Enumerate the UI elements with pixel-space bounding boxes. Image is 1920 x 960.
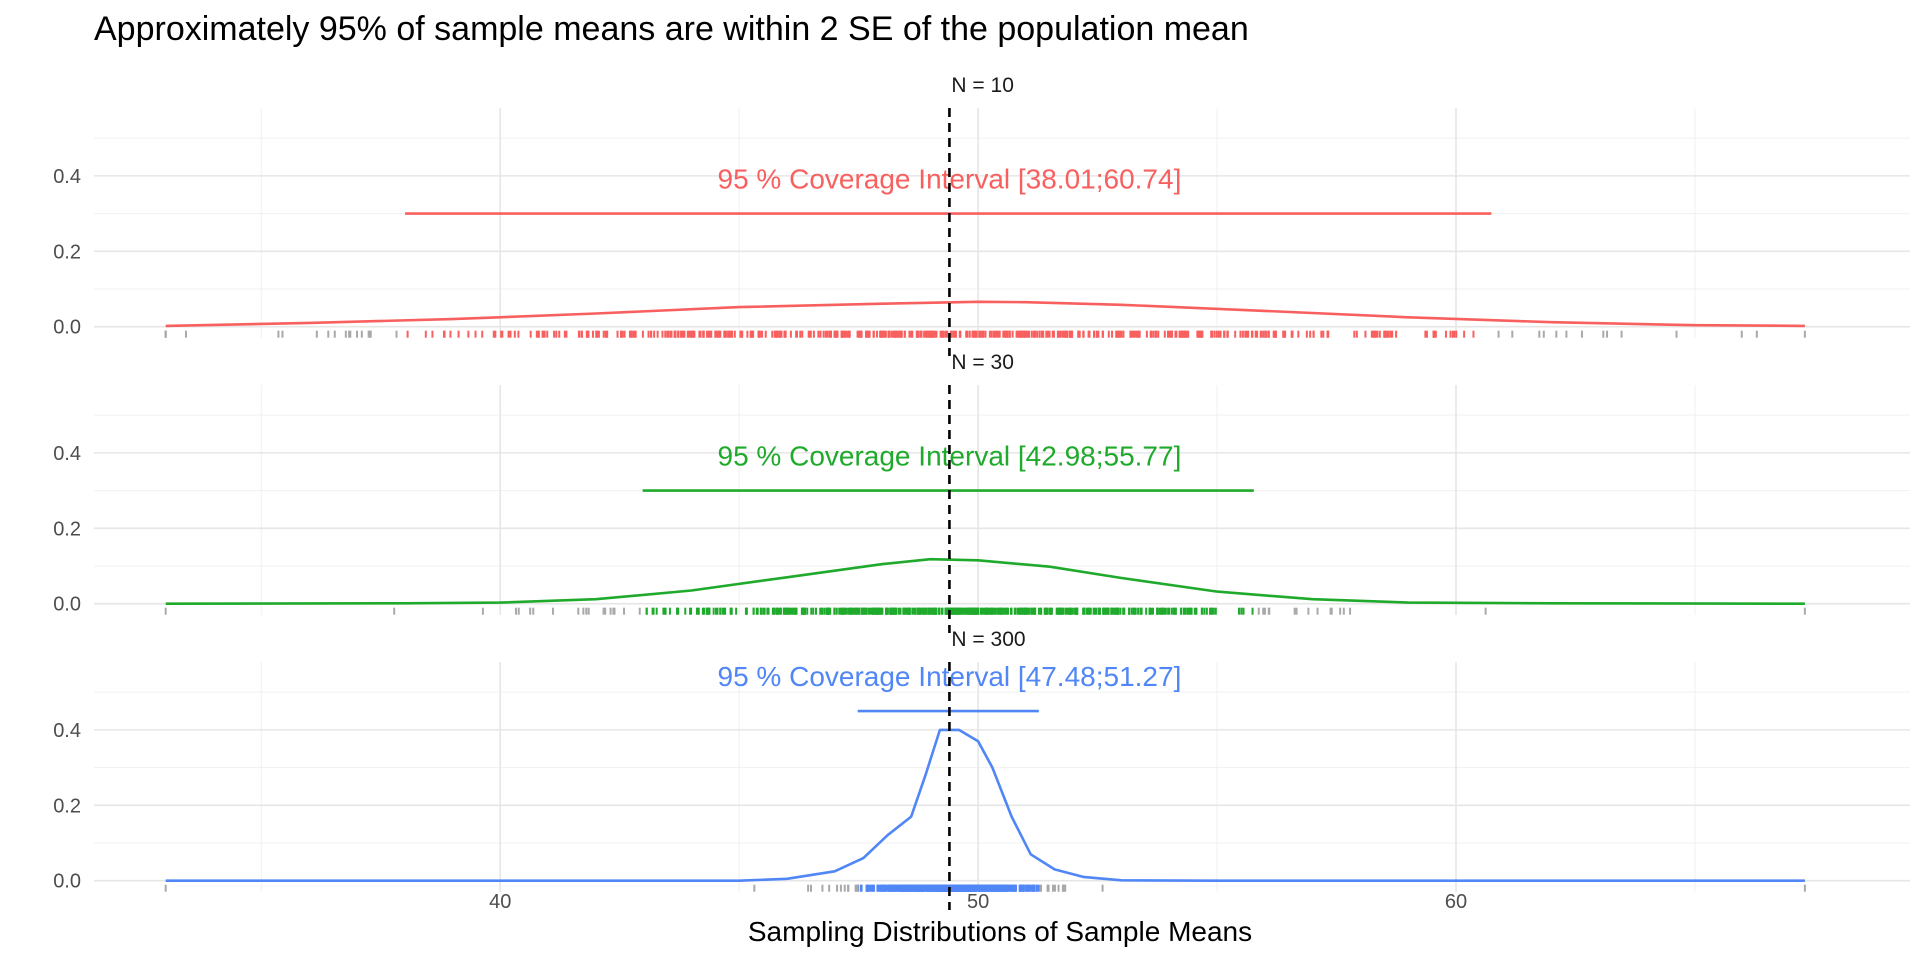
- y-tick-label: 0.0: [53, 871, 81, 893]
- y-tick-label: 0.0: [53, 317, 81, 339]
- y-tick-label: 0.2: [53, 518, 81, 540]
- y-tick-label: 0.4: [53, 443, 81, 465]
- chart-title: Approximately 95% of sample means are wi…: [94, 10, 1249, 48]
- rug-marks: [164, 607, 1806, 615]
- rug-marks: [164, 884, 1806, 892]
- y-tick-label: 0.0: [53, 594, 81, 616]
- x-axis-title: Sampling Distributions of Sample Means: [748, 916, 1252, 947]
- x-axis: 40 50 60: [489, 891, 1467, 913]
- density-curve: [165, 728, 1805, 883]
- y-tick-label: 0.2: [53, 795, 81, 817]
- facet-strip-label: N = 10: [951, 74, 1013, 97]
- density-curve: [165, 300, 1805, 328]
- y-tick-label: 0.2: [53, 241, 81, 263]
- x-tick-label: 50: [967, 891, 989, 913]
- y-tick-label: 0.4: [53, 166, 81, 188]
- rug-marks: [164, 330, 1806, 338]
- facet-strip-label: N = 300: [951, 628, 1025, 651]
- y-tick-label: 0.4: [53, 720, 81, 742]
- density-curve: [165, 557, 1805, 606]
- x-tick-label: 60: [1445, 891, 1467, 913]
- facet-strip-label: N = 30: [951, 351, 1013, 374]
- x-tick-label: 40: [489, 891, 511, 913]
